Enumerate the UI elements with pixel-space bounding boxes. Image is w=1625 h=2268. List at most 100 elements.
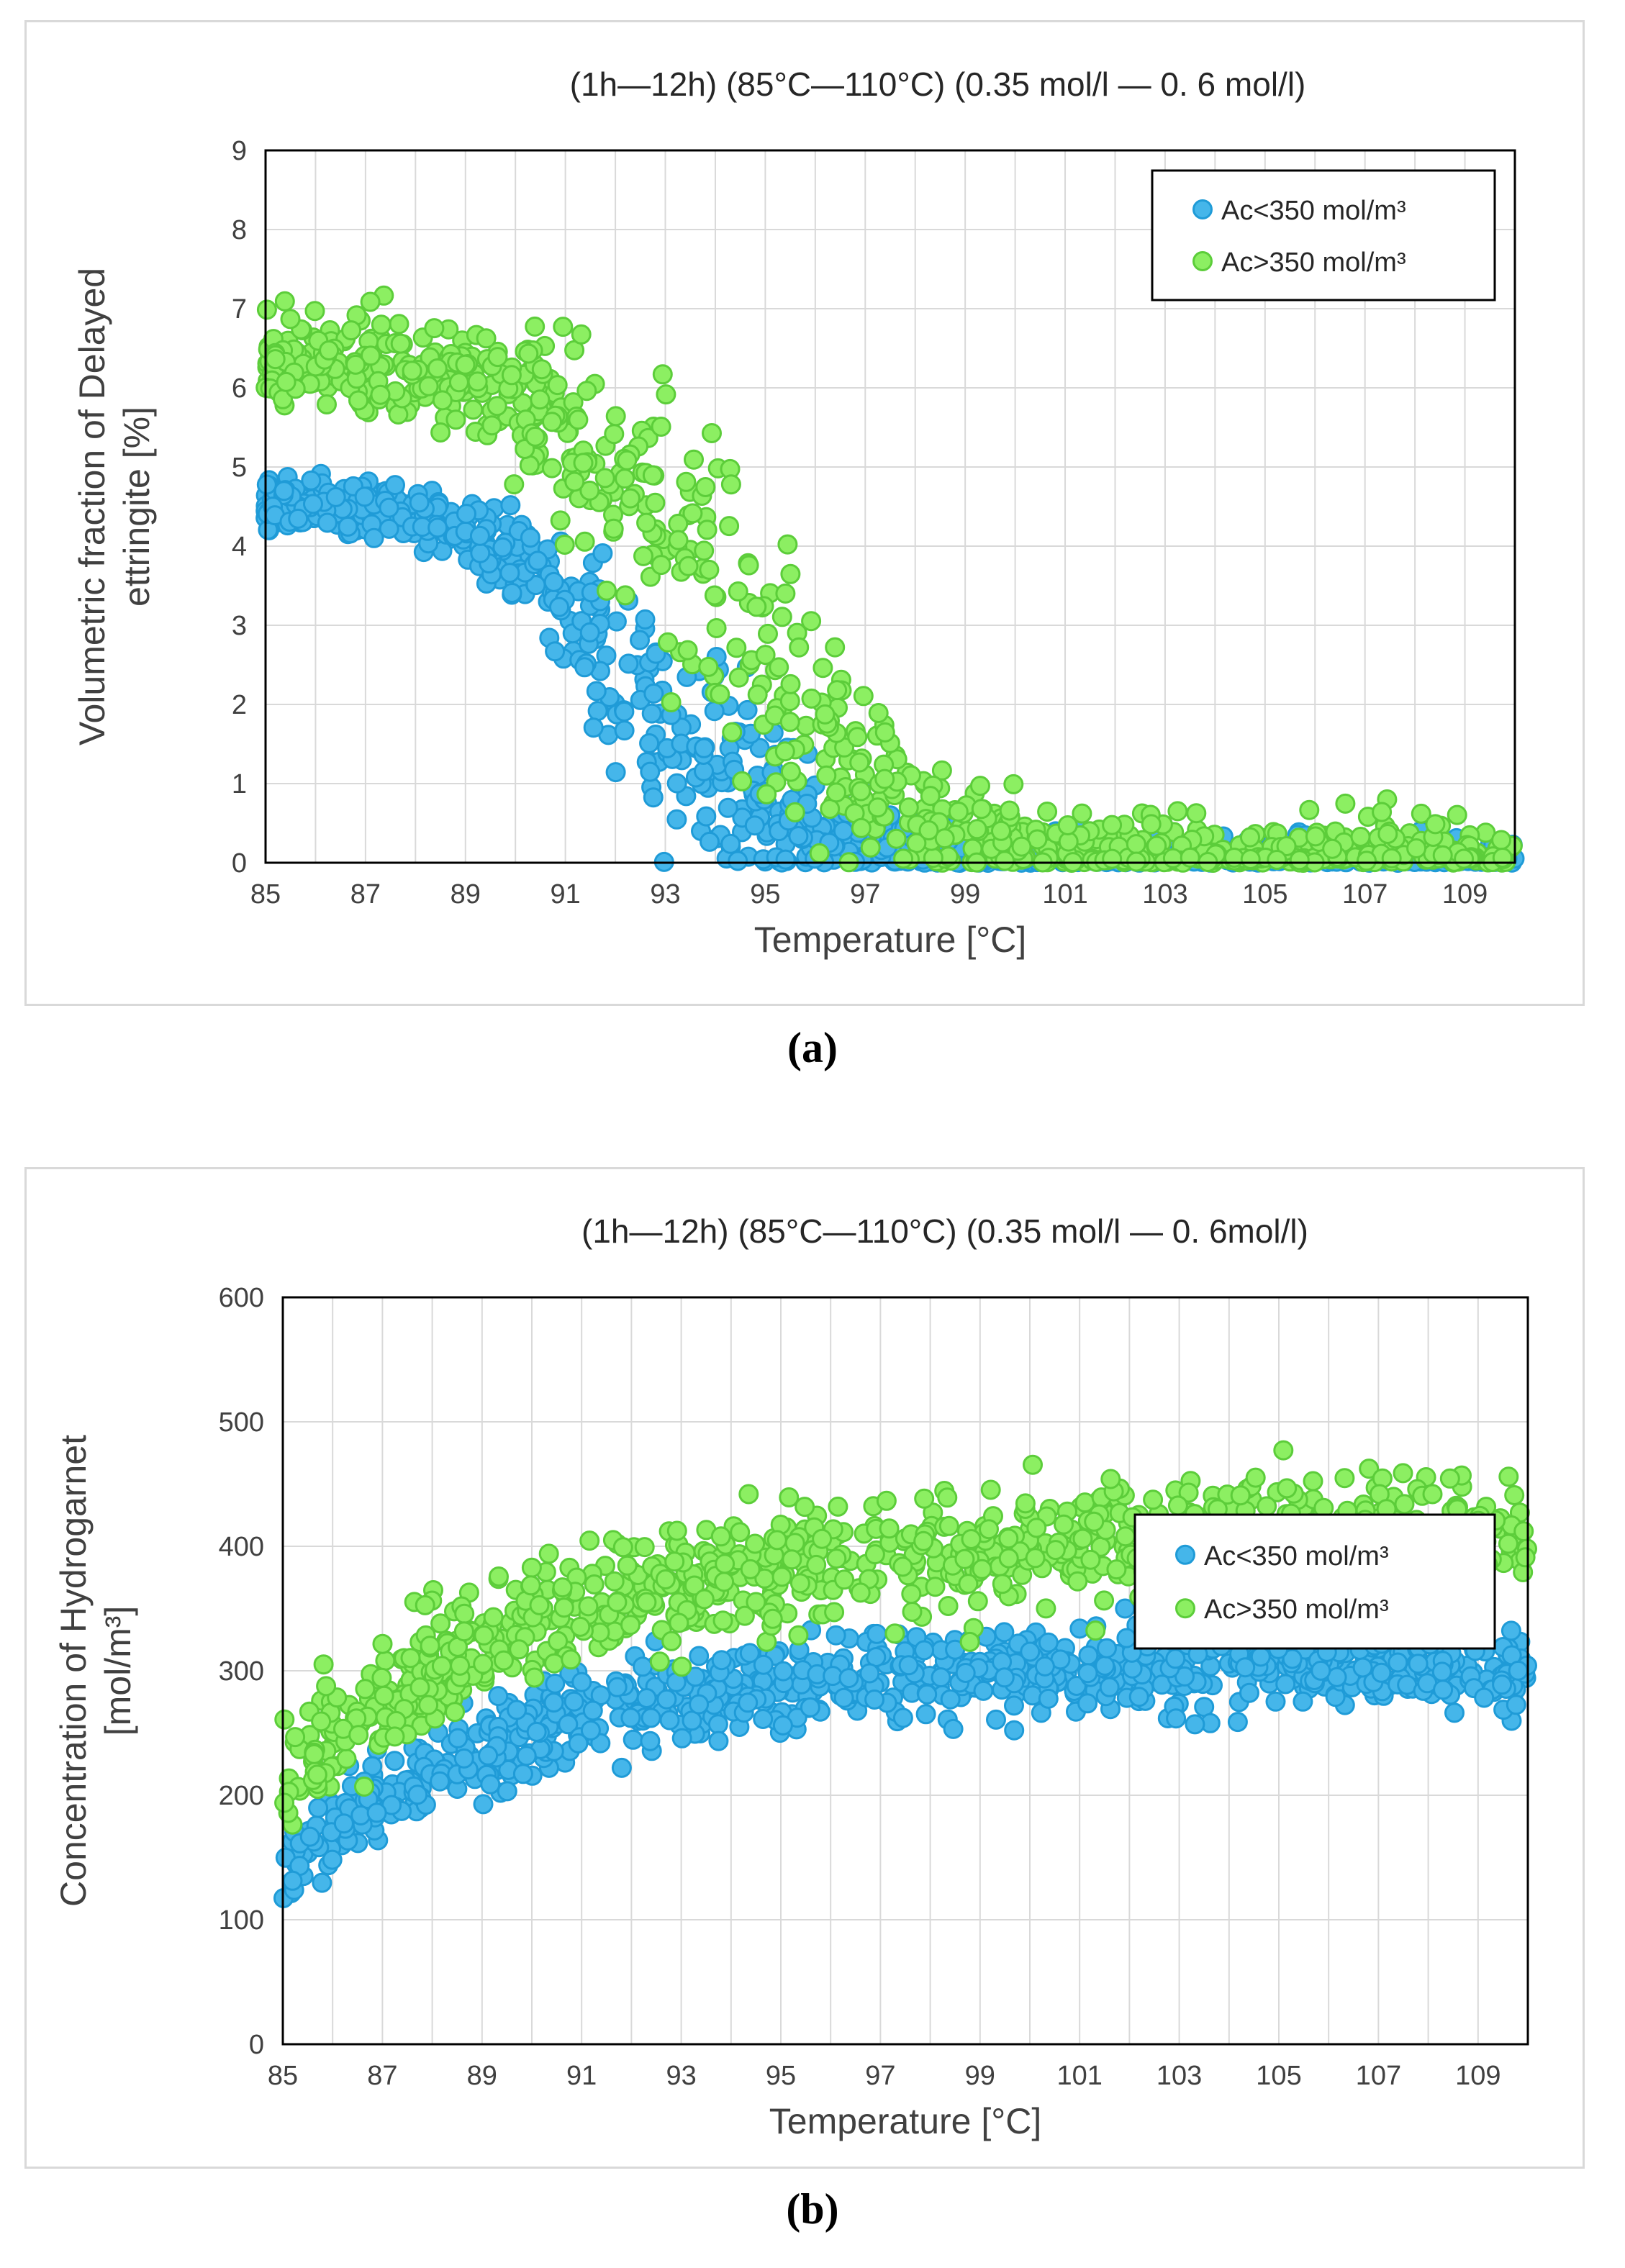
data-point xyxy=(528,550,548,571)
legend-label: Ac<350 mol/m³ xyxy=(1204,1541,1389,1571)
data-point xyxy=(651,555,671,576)
data-point xyxy=(1102,848,1123,869)
data-point xyxy=(620,1707,641,1728)
data-point xyxy=(584,1574,605,1595)
data-point xyxy=(1350,827,1371,847)
data-point xyxy=(838,1668,859,1689)
data-point xyxy=(519,455,540,476)
data-point xyxy=(379,497,399,518)
data-point xyxy=(849,752,870,773)
data-point xyxy=(1239,1682,1259,1703)
data-point xyxy=(806,1554,827,1575)
data-point xyxy=(677,640,698,661)
data-point xyxy=(948,802,969,822)
data-point xyxy=(1072,1528,1093,1549)
data-point xyxy=(1492,1674,1513,1695)
data-point xyxy=(694,1589,715,1610)
data-point xyxy=(1406,838,1427,858)
data-point xyxy=(766,1530,787,1551)
data-point xyxy=(1432,845,1453,866)
data-point xyxy=(874,722,895,743)
data-point xyxy=(851,817,872,838)
data-point xyxy=(311,1711,332,1732)
data-point xyxy=(1500,1620,1521,1641)
data-point xyxy=(375,1651,396,1671)
x-tick-label: 87 xyxy=(367,2061,397,2091)
data-point xyxy=(549,597,569,617)
data-point xyxy=(1411,803,1431,824)
data-point xyxy=(338,516,358,537)
data-point xyxy=(605,762,626,783)
data-point xyxy=(473,1654,494,1674)
data-point xyxy=(824,1602,845,1623)
data-point xyxy=(645,492,666,513)
data-point xyxy=(684,1575,705,1596)
data-point xyxy=(689,1694,710,1715)
data-point xyxy=(633,545,653,566)
data-point xyxy=(737,699,758,720)
data-point xyxy=(898,797,919,818)
data-point xyxy=(728,581,748,602)
data-point xyxy=(704,701,725,722)
data-point xyxy=(868,703,889,723)
data-point xyxy=(779,691,800,712)
data-point xyxy=(1498,1466,1519,1487)
data-point xyxy=(646,643,666,664)
data-point xyxy=(643,787,664,808)
data-point xyxy=(520,527,540,548)
data-point xyxy=(276,371,297,392)
data-point xyxy=(669,1612,689,1633)
data-point xyxy=(879,1518,900,1539)
data-point xyxy=(409,492,430,513)
data-point xyxy=(453,1621,474,1642)
data-point xyxy=(390,333,411,354)
data-point xyxy=(635,609,656,630)
data-point xyxy=(605,406,626,427)
y-axis-label: ettringite [%] xyxy=(117,407,157,607)
data-point xyxy=(676,471,697,492)
data-point xyxy=(620,1615,641,1636)
data-point xyxy=(615,585,635,606)
data-point xyxy=(1394,1494,1415,1515)
data-point xyxy=(1166,1708,1187,1729)
data-point xyxy=(614,702,635,722)
data-point xyxy=(481,415,502,436)
data-point xyxy=(418,376,439,396)
data-point xyxy=(1015,1493,1036,1514)
data-point xyxy=(639,733,660,753)
data-point xyxy=(1085,1620,1106,1641)
data-point xyxy=(940,1689,961,1710)
data-point xyxy=(463,399,484,420)
legend-label: Ac>350 mol/m³ xyxy=(1221,248,1406,278)
x-tick-label: 107 xyxy=(1342,879,1388,910)
data-point xyxy=(636,1592,657,1612)
data-point xyxy=(1004,1695,1024,1716)
data-point xyxy=(402,360,422,381)
data-point xyxy=(307,1764,327,1785)
data-point xyxy=(450,1655,471,1676)
data-point xyxy=(415,1595,435,1615)
data-point xyxy=(614,720,635,741)
data-point xyxy=(640,1731,661,1751)
data-point xyxy=(1250,1646,1271,1667)
data-point xyxy=(1393,1463,1413,1484)
data-point xyxy=(661,1630,682,1651)
data-point xyxy=(256,474,277,495)
data-point xyxy=(313,1654,334,1675)
data-point xyxy=(530,389,551,410)
y-tick-label: 300 xyxy=(219,1656,264,1687)
data-point xyxy=(607,1677,628,1697)
legend-box xyxy=(1151,169,1496,301)
plot-frame xyxy=(264,149,1516,864)
data-point xyxy=(363,527,384,548)
data-point xyxy=(1025,1548,1046,1569)
data-point xyxy=(643,683,664,704)
data-point xyxy=(288,508,309,529)
data-point xyxy=(301,470,322,491)
data-point xyxy=(304,1743,325,1764)
data-point xyxy=(739,1643,760,1664)
data-point xyxy=(934,828,955,849)
data-point xyxy=(274,291,295,312)
data-point xyxy=(454,1603,475,1624)
data-point xyxy=(699,559,720,580)
